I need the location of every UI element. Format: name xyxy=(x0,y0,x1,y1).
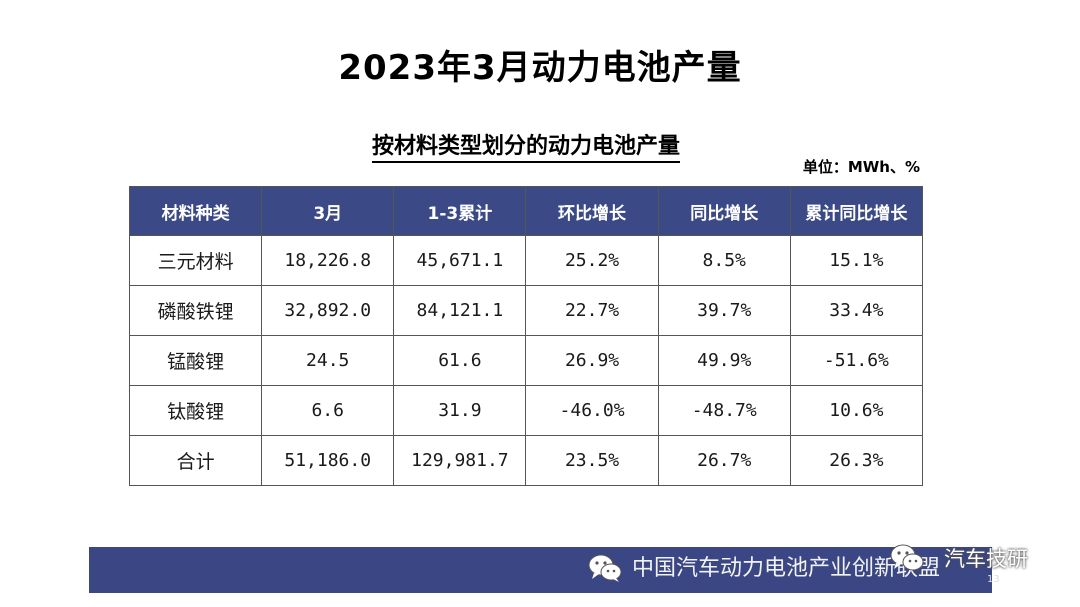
cell-mom: 25.2% xyxy=(525,235,659,286)
table-subtitle: 按材料类型划分的动力电池产量 xyxy=(0,128,1052,163)
table-row: 钛酸锂 6.6 31.9 -46.0% -48.7% 10.6% xyxy=(128,385,924,436)
watermark-text: 汽车技研 xyxy=(944,547,1028,571)
cell-cumulative: 45,671.1 xyxy=(393,235,527,286)
page-number: 13 xyxy=(987,574,1000,585)
cell-yoy: 39.7% xyxy=(657,285,791,336)
table-row: 三元材料 18,226.8 45,671.1 25.2% 8.5% 15.1% xyxy=(128,235,924,286)
cell-material: 三元材料 xyxy=(128,235,263,286)
table-row: 磷酸铁锂 32,892.0 84,121.1 22.7% 39.7% 33.4% xyxy=(128,285,924,336)
cell-mom: 23.5% xyxy=(525,435,659,486)
cell-mom: 26.9% xyxy=(525,335,659,386)
page-title: 2023年3月动力电池产量 xyxy=(338,48,742,88)
cell-yoy: 49.9% xyxy=(657,335,791,386)
cell-yoy: 8.5% xyxy=(657,235,791,286)
cell-march: 24.5 xyxy=(261,335,395,386)
cell-mom: -46.0% xyxy=(525,385,659,436)
table-row: 合计 51,186.0 129,981.7 23.5% 26.7% 26.3% xyxy=(128,435,924,486)
header-material-type: 材料种类 xyxy=(128,186,263,236)
cell-cum-yoy: -51.6% xyxy=(789,335,924,386)
header-yoy-growth: 同比增长 xyxy=(657,186,791,236)
cell-march: 6.6 xyxy=(261,385,395,436)
wechat-icon xyxy=(588,554,622,582)
header-march: 3月 xyxy=(261,186,395,236)
cell-cum-yoy: 33.4% xyxy=(789,285,924,336)
unit-label: 单位：MWh、% xyxy=(802,158,920,176)
cell-cumulative: 31.9 xyxy=(393,385,527,436)
table-row: 锰酸锂 24.5 61.6 26.9% 49.9% -51.6% xyxy=(128,335,924,386)
production-table: 材料种类 3月 1-3累计 环比增长 同比增长 累计同比增长 三元材料 18,2… xyxy=(128,186,924,486)
footer-organization: 中国汽车动力电池产业创新联盟 xyxy=(632,556,941,581)
header-q1-cumulative: 1-3累计 xyxy=(393,186,527,236)
cell-yoy: -48.7% xyxy=(657,385,791,436)
cell-material: 钛酸锂 xyxy=(128,385,263,436)
watermark-wechat-icon xyxy=(890,544,924,571)
cell-cum-yoy: 26.3% xyxy=(789,435,924,486)
header-mom-growth: 环比增长 xyxy=(525,186,659,236)
header-cumulative-yoy-growth: 累计同比增长 xyxy=(789,186,924,236)
subtitle-text: 按材料类型划分的动力电池产量 xyxy=(371,134,680,163)
cell-material: 锰酸锂 xyxy=(128,335,263,386)
table-header-row: 材料种类 3月 1-3累计 环比增长 同比增长 累计同比增长 xyxy=(128,186,924,236)
cell-cumulative: 129,981.7 xyxy=(393,435,527,486)
cell-march: 18,226.8 xyxy=(261,235,395,286)
cell-cum-yoy: 15.1% xyxy=(789,235,924,286)
cell-march: 32,892.0 xyxy=(261,285,395,336)
cell-cum-yoy: 10.6% xyxy=(789,385,924,436)
footer-bar xyxy=(89,547,992,593)
cell-material: 磷酸铁锂 xyxy=(128,285,263,336)
cell-march: 51,186.0 xyxy=(261,435,395,486)
cell-cumulative: 61.6 xyxy=(393,335,527,386)
cell-yoy: 26.7% xyxy=(657,435,791,486)
cell-cumulative: 84,121.1 xyxy=(393,285,527,336)
cell-material: 合计 xyxy=(128,435,263,486)
cell-mom: 22.7% xyxy=(525,285,659,336)
